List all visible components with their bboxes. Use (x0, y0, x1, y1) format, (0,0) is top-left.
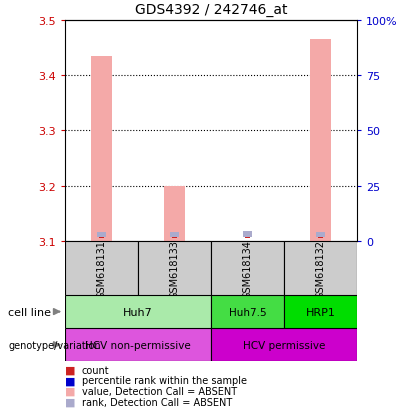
Bar (138, 242, 211, 295)
Bar (316, 233, 325, 237)
Text: count: count (82, 365, 110, 375)
Bar (211, 328, 357, 361)
Bar (65, 242, 138, 295)
Text: GSM618133: GSM618133 (170, 239, 180, 298)
Bar (100, 237, 104, 239)
Bar (97, 233, 106, 237)
Bar (318, 237, 323, 239)
Bar (243, 232, 252, 237)
Text: GSM618131: GSM618131 (97, 239, 107, 298)
Text: HRP1: HRP1 (306, 307, 336, 317)
Text: HCV non-permissive: HCV non-permissive (85, 340, 191, 350)
Bar (211, 295, 284, 328)
Bar (245, 237, 250, 239)
Text: HCV permissive: HCV permissive (243, 340, 325, 350)
Text: Huh7: Huh7 (123, 307, 153, 317)
Text: ■: ■ (65, 386, 76, 396)
Text: genotype/variation: genotype/variation (8, 340, 101, 350)
Bar (92, 57, 112, 242)
Text: cell line: cell line (8, 307, 51, 317)
Bar (172, 237, 177, 239)
Bar (310, 40, 331, 242)
Bar (65, 295, 211, 328)
Text: ■: ■ (65, 375, 76, 385)
Bar (170, 233, 179, 237)
Title: GDS4392 / 242746_at: GDS4392 / 242746_at (135, 3, 287, 17)
Text: GSM618132: GSM618132 (315, 239, 326, 298)
Bar (284, 295, 357, 328)
Text: rank, Detection Call = ABSENT: rank, Detection Call = ABSENT (82, 397, 232, 407)
Bar (65, 328, 211, 361)
Text: percentile rank within the sample: percentile rank within the sample (82, 375, 247, 385)
Text: ■: ■ (65, 365, 76, 375)
Text: GSM618134: GSM618134 (242, 239, 252, 298)
Bar (284, 242, 357, 295)
Bar (164, 186, 185, 242)
Bar (211, 242, 284, 295)
Text: ■: ■ (65, 397, 76, 407)
Text: value, Detection Call = ABSENT: value, Detection Call = ABSENT (82, 386, 237, 396)
Text: Huh7.5: Huh7.5 (229, 307, 266, 317)
